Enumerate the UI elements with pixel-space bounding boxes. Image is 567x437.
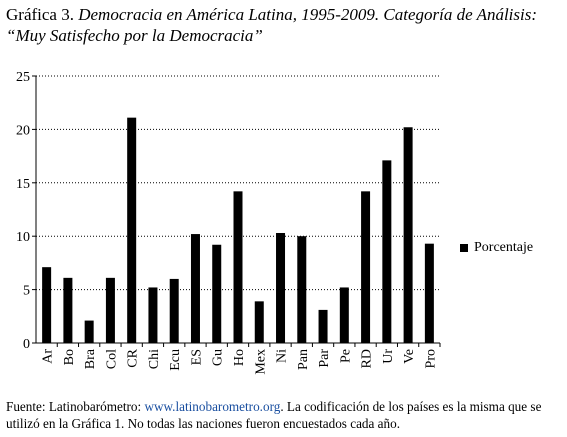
y-tick-label: 10	[16, 230, 30, 245]
bar	[318, 309, 328, 343]
x-tick-label: Col	[104, 349, 119, 369]
x-tick-label: Bo	[62, 349, 77, 365]
x-tick-label: Mex	[253, 349, 268, 375]
x-tick-label: Bra	[83, 348, 98, 369]
chart-title-lead: Gráfica 3.	[6, 5, 74, 24]
bar	[382, 160, 392, 343]
legend-swatch	[460, 244, 468, 252]
x-tick-label: Chi	[147, 349, 162, 369]
bar	[212, 244, 222, 343]
x-tick-label: RD	[360, 349, 375, 368]
legend: Porcentaje	[460, 240, 533, 256]
x-tick-label: CR	[126, 348, 141, 367]
bar	[169, 278, 179, 343]
bar-chart: 0 5 10 15 20 25 Ar Bo Bra Col CR Chi Ecu ES Gu Ho Mex Ni P…	[16, 70, 441, 375]
y-tick-label: 15	[16, 177, 30, 192]
bar	[84, 320, 94, 343]
source-note: Fuente: Latinobarómetro: www.latinobarom…	[6, 398, 566, 432]
bar	[339, 287, 349, 343]
bar	[63, 277, 73, 343]
bar	[297, 236, 307, 343]
x-tick-label: Ni	[275, 349, 290, 363]
x-tick-label: Ho	[232, 349, 247, 366]
source-link[interactable]: www.latinobarometro.org	[144, 399, 281, 414]
x-tick-label: Pro	[423, 349, 438, 368]
x-tick-label: Par	[317, 349, 332, 368]
source-prefix: Fuente: Latinobarómetro:	[6, 399, 145, 414]
bar	[276, 232, 286, 343]
bar	[127, 117, 137, 343]
y-tick-label: 25	[16, 70, 30, 85]
x-tick-label: Gu	[211, 349, 226, 366]
x-tick-label: Ecu	[168, 349, 183, 371]
bar	[190, 234, 200, 343]
x-tick-label: Pan	[296, 349, 311, 370]
bar	[42, 267, 52, 343]
x-tick-label: Ur	[381, 349, 396, 364]
y-tick-label: 20	[16, 123, 30, 138]
bar	[105, 277, 115, 343]
y-tick-label: 0	[23, 337, 30, 352]
x-tick-label: Pe	[338, 349, 353, 363]
bar	[424, 243, 434, 343]
x-tick-label: Ve	[402, 349, 417, 364]
bar	[233, 191, 243, 343]
y-tick-label: 5	[23, 284, 30, 299]
x-tick-label: Ar	[41, 349, 56, 364]
chart-title: Gráfica 3. Democracia en América Latina,…	[6, 4, 562, 46]
source-suffix: . La codificación de los países es la mi…	[6, 399, 542, 431]
bar	[254, 301, 264, 343]
chart-title-rest: Democracia en América Latina, 1995-2009.…	[6, 5, 538, 45]
legend-label: Porcentaje	[474, 240, 534, 255]
bar	[148, 287, 158, 343]
x-tick-label: ES	[189, 349, 204, 365]
bar	[403, 127, 413, 343]
bar	[361, 191, 371, 343]
